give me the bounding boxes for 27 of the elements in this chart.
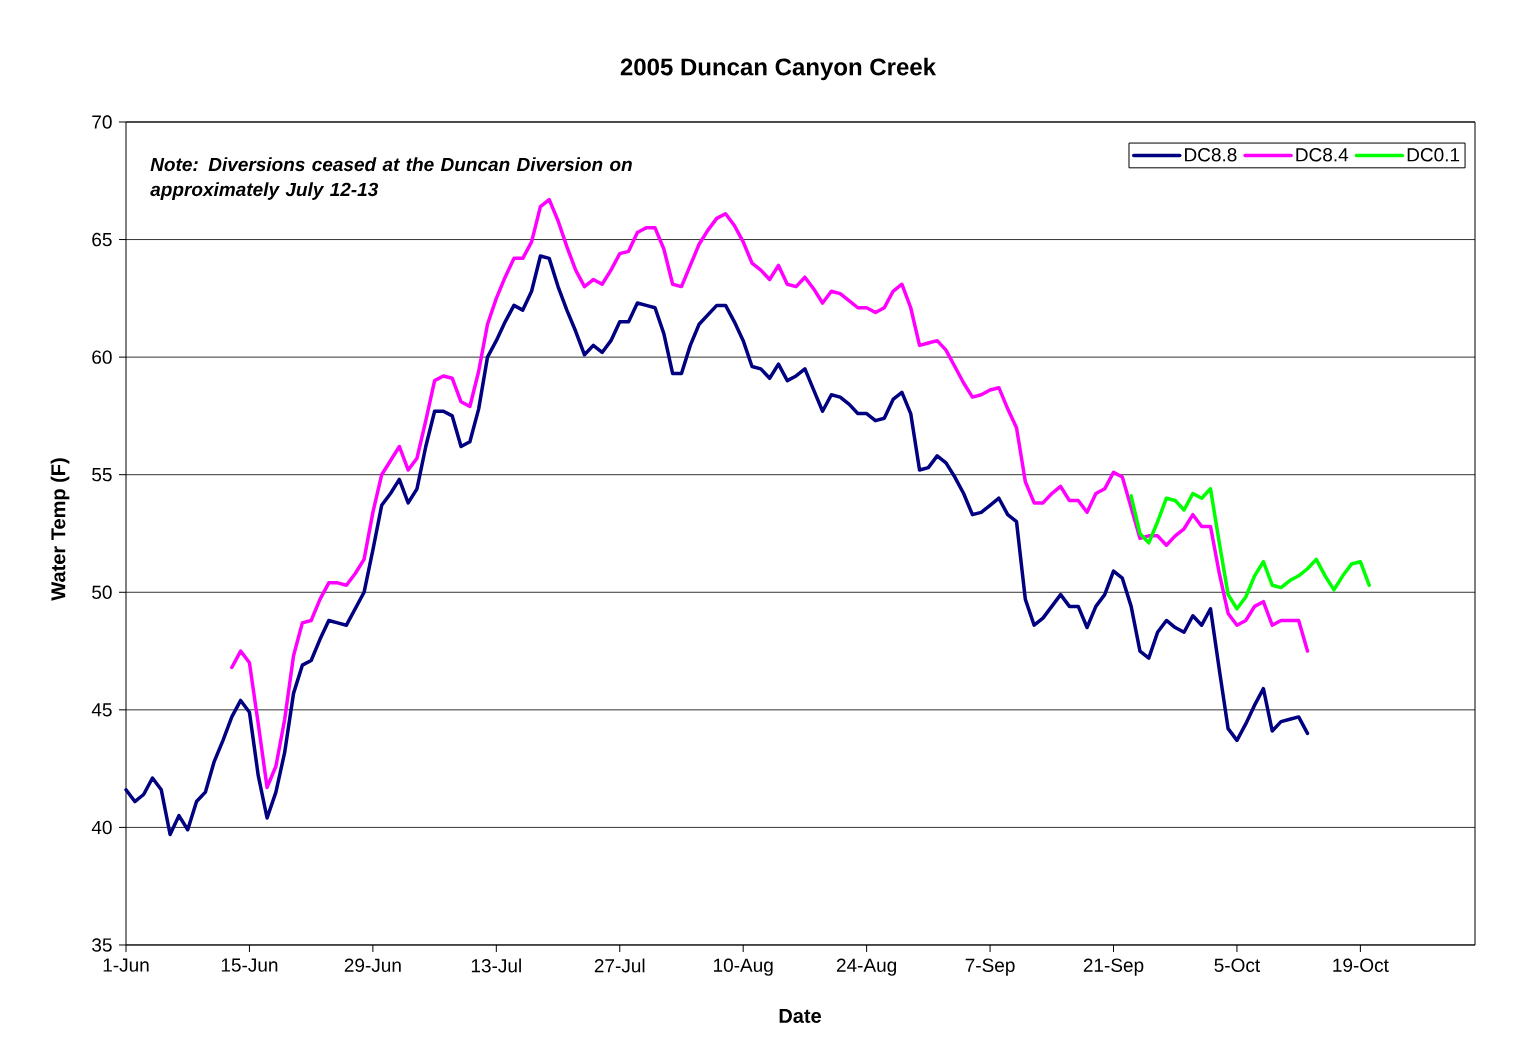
y-tick-label: 40: [91, 820, 112, 835]
y-tick-label: 35: [92, 938, 112, 952]
x-tick-label: 5-Oct: [1214, 958, 1261, 972]
x-tick-label: 24-Aug: [836, 958, 897, 976]
legend-label: DC8.8: [1185, 148, 1237, 162]
x-tick-label: 19-Oct: [1333, 958, 1389, 972]
y-tick-label: 45: [91, 703, 112, 717]
y-tick-label: 70: [92, 115, 112, 129]
legend-label: DC0.1: [1407, 148, 1460, 162]
x-tick-label: 7-Sep: [965, 958, 1015, 976]
x-tick-label: 13-Jul: [471, 958, 521, 973]
x-axis-title: Date: [779, 1009, 821, 1023]
y-tick-label: 60: [92, 350, 112, 364]
annotation: Note: Diversions ceased at the Duncan Diversion on approximately July 12-13: [150, 157, 632, 200]
x-tick-label: 29-Jun: [344, 958, 401, 972]
y-tick-label: 50: [92, 585, 112, 599]
y-axis-title: Water Temp (F): [50, 458, 70, 601]
line-series: [1129, 487, 1371, 611]
x-tick-label: 15-Jun: [221, 958, 278, 972]
x-tick-label: 10-Aug: [714, 958, 773, 976]
x-tick-label: 27-Jul: [594, 958, 645, 973]
y-tick-label: 65: [92, 232, 112, 247]
x-tick-label: 21-Sep: [1083, 958, 1144, 976]
chart-title: 2005 Duncan Canyon Creek: [620, 57, 937, 81]
x-tick-label: 1-Jun: [103, 958, 149, 972]
y-tick-label: 55: [92, 468, 112, 482]
legend-label: DC8.4: [1296, 148, 1349, 162]
